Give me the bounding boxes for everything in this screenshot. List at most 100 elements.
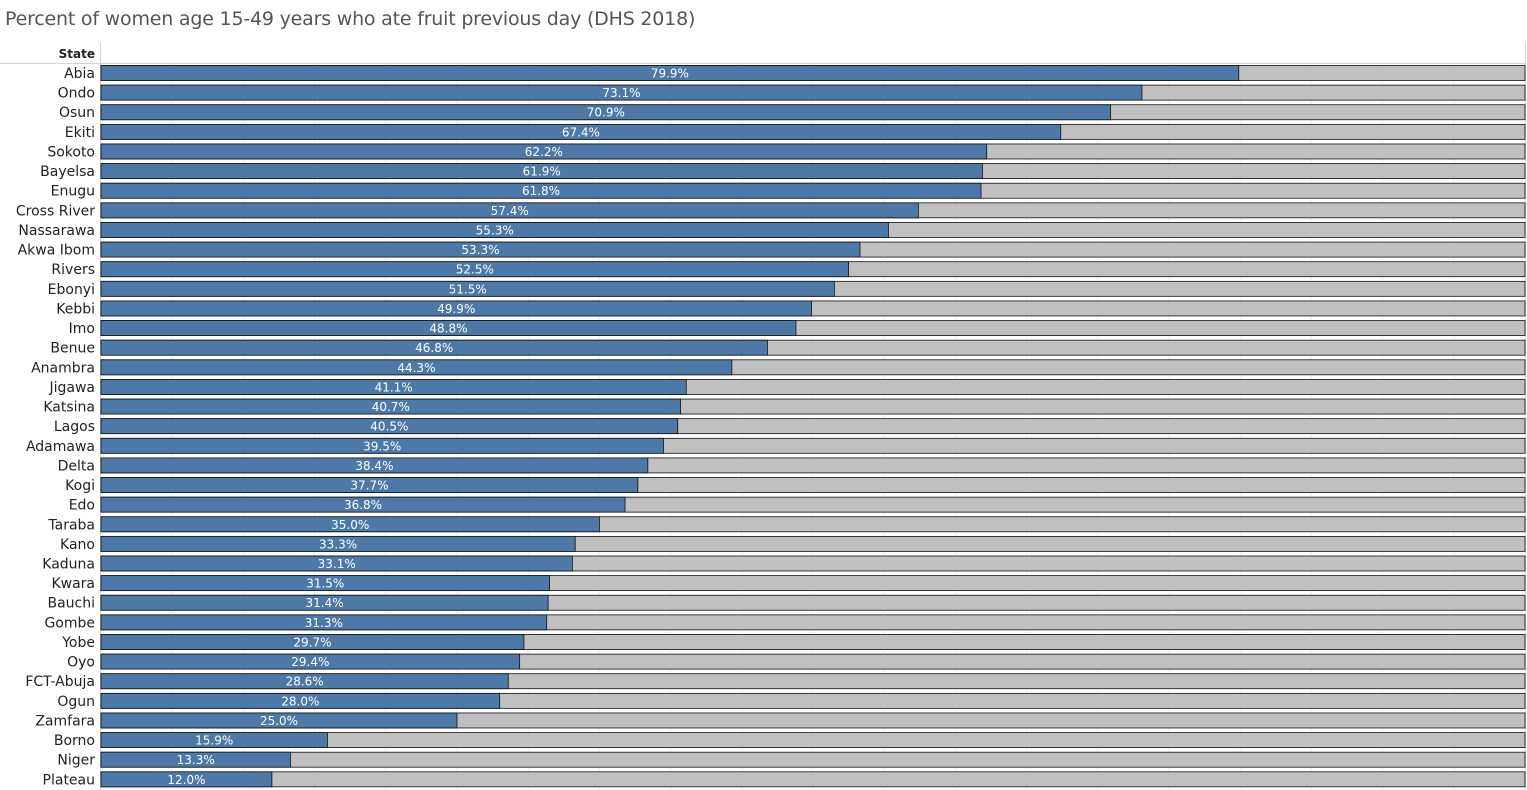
data-label: 37.7% [350,479,388,493]
category-label: Delta [58,458,95,474]
data-label: 55.3% [476,223,514,237]
category-label: Osun [59,105,95,121]
category-label: Ondo [58,86,95,102]
bar-benue [100,339,768,356]
category-label: Oyo [67,655,95,671]
bar-enugu [100,182,982,199]
category-label: Katsina [43,400,95,416]
bar-ebonyi [100,280,835,297]
bar-niger [100,751,291,768]
data-label: 40.7% [372,400,410,414]
category-label: Plateau [43,772,95,788]
category-label: Ekiti [65,125,95,141]
bar-adamawa [100,437,664,454]
data-label: 70.9% [587,106,625,120]
data-label: 35.0% [331,518,369,532]
category-label: Rivers [51,262,95,278]
data-label: 51.5% [449,282,487,296]
data-label: 67.4% [562,125,600,139]
bar-bauchi [100,594,549,611]
bar-ekiti [100,123,1062,140]
category-label: Imo [69,321,95,337]
bar-cross-river [100,202,919,219]
data-label: 31.3% [305,616,343,630]
category-label: Gombe [44,615,95,631]
state-column-header[interactable]: State [58,47,95,61]
bar-remainder [100,751,1526,768]
category-label: Bauchi [47,596,95,612]
category-label: Jigawa [48,380,95,396]
data-label: 38.4% [355,459,393,473]
bar-bayelsa [100,163,983,180]
category-label: Lagos [54,419,95,435]
data-label: 62.2% [525,145,563,159]
category-label: Kwara [51,576,95,592]
category-label: Cross River [16,203,95,219]
bar-borno [100,732,328,748]
data-label: 15.9% [195,734,233,748]
category-label: Bayelsa [40,164,95,180]
data-label: 61.9% [523,165,561,179]
category-label: Kogi [65,478,95,494]
bar-yobe [100,634,525,650]
data-label: 29.4% [291,655,329,669]
category-label: Abia [64,66,95,82]
bar-delta [100,457,649,474]
category-label: Niger [57,753,95,769]
data-label: 12.0% [167,773,205,787]
bar-osun [100,104,1112,121]
data-label: 44.3% [397,361,435,375]
bar-imo [100,320,797,336]
bar-zamfara [100,712,458,729]
category-label: Yobe [61,635,95,651]
bar-gombe [100,614,548,631]
data-label: 29.7% [293,635,331,649]
bar-abia [100,65,1240,81]
data-label: 73.1% [602,86,640,100]
data-label: 52.5% [456,263,494,277]
bar-plateau [100,771,273,788]
bar-rivers [100,261,849,278]
data-label: 28.0% [281,694,319,708]
category-label: Enugu [51,184,95,200]
data-label: 61.8% [522,184,560,198]
data-label: 33.1% [318,557,356,571]
data-label: 79.9% [651,67,689,81]
bar-kogi [100,477,639,493]
category-label: Edo [69,498,95,514]
data-label: 13.3% [177,753,215,767]
bar-sokoto [100,143,988,160]
data-label: 46.8% [415,341,453,355]
category-label: Taraba [47,517,95,533]
category-label: Borno [54,733,95,749]
bar-ondo [100,84,1143,101]
category-label: Zamfara [35,713,95,729]
data-label: 49.9% [437,302,475,316]
bar-akwa-ibom [100,241,861,258]
category-label: Benue [50,341,95,357]
bar-nassarawa [100,222,889,238]
category-label: Sokoto [47,144,95,160]
category-label: Anambra [31,360,95,376]
bar-edo [100,496,626,513]
category-label: Akwa Ibom [18,243,95,259]
bar-kwara [100,575,550,592]
bar-kaduna [100,555,573,572]
chart-title: Percent of women age 15-49 years who ate… [5,8,696,30]
bar-fct-abuja [100,673,509,690]
data-label: 31.5% [306,577,344,591]
bar-lagos [100,418,679,435]
category-label: Kaduna [42,557,95,573]
data-label: 36.8% [344,498,382,512]
category-label: Kebbi [56,301,95,317]
data-label: 28.6% [286,675,324,689]
data-label: 57.4% [491,204,529,218]
category-label: Ogun [57,694,95,710]
category-label: Kano [60,537,95,553]
data-label: 48.8% [429,322,467,336]
bar-ogun [100,692,501,709]
category-label: Adamawa [26,439,95,455]
bar-anambra [100,359,733,376]
bar-taraba [100,516,600,533]
data-label: 53.3% [461,243,499,257]
